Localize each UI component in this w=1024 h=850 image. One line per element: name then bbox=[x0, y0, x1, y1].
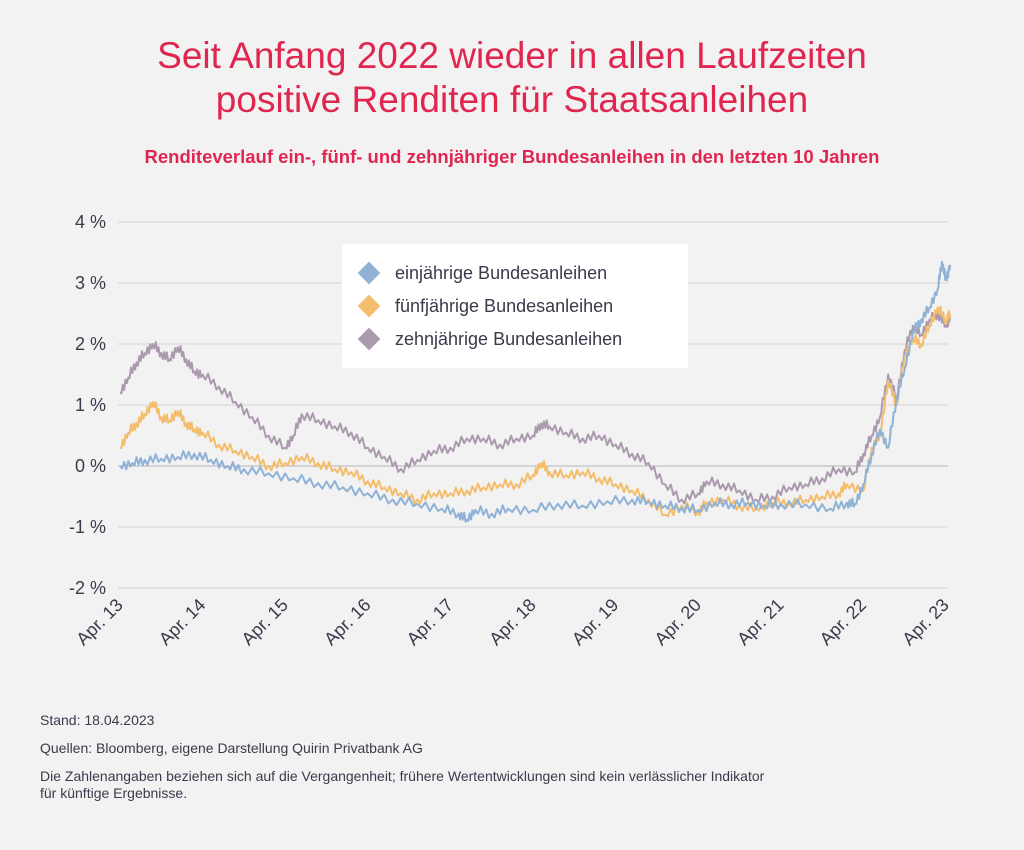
chart-title-line-1: Seit Anfang 2022 wieder in allen Laufzei… bbox=[157, 35, 867, 76]
series-line-2 bbox=[119, 311, 952, 505]
y-tick-label: 4 % bbox=[75, 212, 106, 232]
y-tick-label: 1 % bbox=[75, 395, 106, 415]
x-tick-label: Apr. 14 bbox=[155, 595, 209, 649]
x-tick-label: Apr. 22 bbox=[816, 595, 870, 649]
footer-sources: Quellen: Bloomberg, eigene Darstellung Q… bbox=[40, 740, 423, 756]
legend-box bbox=[342, 244, 688, 368]
y-tick-label: 0 % bbox=[75, 456, 106, 476]
x-tick-label: Apr. 19 bbox=[568, 595, 622, 649]
legend-marker bbox=[357, 294, 381, 318]
footer-disclaimer: Die Zahlenangaben beziehen sich auf die … bbox=[40, 768, 990, 802]
x-axis-ticks: Apr. 13 Apr. 14 Apr. 15 Apr. 16 Apr. 17 Apr. … bbox=[72, 595, 952, 649]
chart-subtitle: Renditeverlauf ein-, fünf- und zehnjähri… bbox=[144, 146, 880, 167]
footer-disclaimer-line-1: Die Zahlenangaben beziehen sich auf die … bbox=[40, 768, 765, 784]
chart-title: Seit Anfang 2022 wieder in allen Laufzei… bbox=[0, 34, 1024, 122]
x-tick-label: Apr. 17 bbox=[403, 595, 457, 649]
y-tick-label: -1 % bbox=[69, 517, 106, 537]
legend-label: zehnjährige Bundesanleihen bbox=[395, 329, 622, 349]
x-tick-label: Apr. 13 bbox=[72, 595, 126, 649]
y-tick-label: 3 % bbox=[75, 273, 106, 293]
x-tick-label: Apr. 18 bbox=[485, 595, 539, 649]
chart-title-line-2: positive Renditen für Staatsanleihen bbox=[215, 79, 809, 120]
legend-label: einjährige Bundesanleihen bbox=[395, 263, 607, 283]
series-lines bbox=[119, 260, 952, 523]
series-line-0 bbox=[119, 260, 952, 523]
legend-label: fünfjährige Bundesanleihen bbox=[395, 296, 613, 316]
legend-marker bbox=[357, 327, 381, 351]
legend: einjährige Bundesanleihen fünfjährige Bun… bbox=[342, 244, 688, 368]
footer-stand: Stand: 18.04.2023 bbox=[40, 712, 155, 728]
x-tick-label: Apr. 23 bbox=[898, 595, 952, 649]
y-axis-ticks: 4 % 3 % 2 % 1 % 0 % -1 % -2 % bbox=[69, 212, 106, 598]
line-chart: 4 %3 %2 %1 %0 %-1 %-2 % Apr. 13 Apr. 14 Ap… bbox=[69, 212, 953, 649]
x-tick-label: Apr. 15 bbox=[238, 595, 292, 649]
y-tick-label: 2 % bbox=[75, 334, 106, 354]
x-tick-label: Apr. 16 bbox=[320, 595, 374, 649]
x-tick-label: Apr. 21 bbox=[733, 595, 787, 649]
footer-disclaimer-line-2: für künftige Ergebnisse. bbox=[40, 785, 188, 801]
x-tick-label: Apr. 20 bbox=[651, 595, 705, 649]
y-tick-label: -2 % bbox=[69, 578, 106, 598]
legend-marker bbox=[357, 261, 381, 285]
